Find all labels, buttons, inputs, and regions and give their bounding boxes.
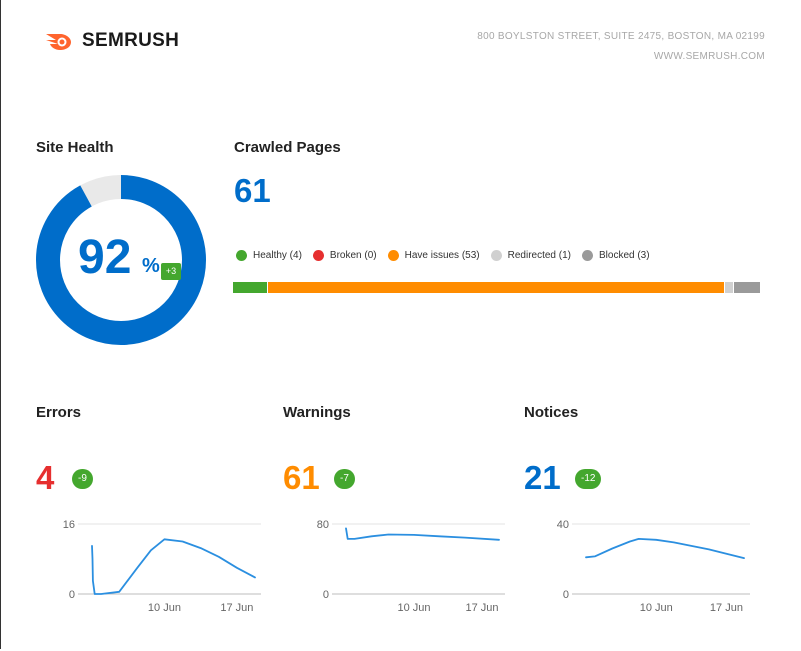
crawled-pages-count[interactable]: 61 bbox=[234, 172, 271, 209]
bar-segment-0[interactable] bbox=[233, 282, 269, 293]
bar-segment-2[interactable] bbox=[268, 282, 725, 293]
notices-title: Notices bbox=[524, 404, 579, 421]
legend-dot-icon bbox=[236, 250, 247, 261]
site-health-value: 92 bbox=[78, 231, 132, 284]
errors-value[interactable]: 4 bbox=[36, 459, 55, 496]
legend-dot-icon bbox=[312, 250, 324, 261]
semrush-flame-icon bbox=[46, 34, 71, 50]
bar-segment-3[interactable] bbox=[724, 282, 735, 293]
brand-name: SEMRUSH bbox=[82, 30, 180, 51]
series-line bbox=[585, 538, 745, 559]
legend-item-3[interactable]: Redirected (1) bbox=[490, 250, 571, 261]
crawled-pages-legend: Healthy (4) Broken (0) Have issues (53) Red… bbox=[236, 250, 661, 261]
crawled-pages-bar bbox=[233, 282, 761, 293]
crawled-pages-title: Crawled Pages bbox=[234, 139, 341, 156]
x-tick-label: 10 Jun bbox=[148, 602, 181, 614]
y-tick-label: 0 bbox=[563, 589, 569, 601]
legend-dot-icon bbox=[387, 250, 399, 261]
site-health-donut bbox=[36, 175, 206, 345]
errors-chart: 16 0 10 Jun 17 Jun bbox=[63, 519, 261, 614]
company-address: 800 BOYLSTON STREET, SUITE 2475, BOSTON,… bbox=[477, 27, 765, 67]
site-health-delta-badge: +3 bbox=[161, 263, 181, 280]
x-tick-label: 17 Jun bbox=[465, 602, 498, 614]
y-tick-label: 16 bbox=[63, 519, 75, 531]
series-line bbox=[345, 527, 500, 541]
errors-title: Errors bbox=[36, 404, 82, 421]
legend-label: Broken (0) bbox=[329, 250, 377, 261]
semrush-logo[interactable]: SEMRUSH bbox=[44, 30, 179, 52]
legend-label: Have issues (53) bbox=[404, 250, 480, 261]
legend-dot-icon bbox=[581, 250, 593, 261]
notices-delta-badge: -12 bbox=[575, 469, 602, 489]
y-tick-label: 40 bbox=[557, 519, 569, 531]
warnings-title: Warnings bbox=[283, 404, 351, 421]
series-line bbox=[91, 538, 256, 595]
legend-item-1[interactable]: Broken (0) bbox=[312, 250, 377, 261]
x-tick-label: 10 Jun bbox=[640, 602, 673, 614]
legend-dot-icon bbox=[490, 250, 502, 261]
address-website: WWW.SEMRUSH.COM bbox=[653, 51, 765, 62]
x-tick-label: 10 Jun bbox=[397, 602, 430, 614]
warnings-delta-badge: -7 bbox=[334, 469, 355, 489]
errors-delta-badge: -9 bbox=[72, 469, 93, 489]
warnings-chart: 80 0 10 Jun 17 Jun bbox=[317, 519, 505, 614]
legend-item-4[interactable]: Blocked (3) bbox=[581, 250, 650, 261]
legend-label: Redirected (1) bbox=[507, 250, 571, 261]
legend-item-2[interactable]: Have issues (53) bbox=[387, 250, 480, 261]
notices-chart: 40 0 10 Jun 17 Jun bbox=[557, 519, 750, 614]
warnings-value[interactable]: 61 bbox=[283, 459, 320, 496]
site-health-title: Site Health bbox=[36, 139, 114, 156]
y-tick-label: 0 bbox=[69, 589, 75, 601]
legend-label: Blocked (3) bbox=[598, 250, 650, 261]
site-health-unit: % bbox=[142, 255, 160, 277]
x-tick-label: 17 Jun bbox=[220, 602, 253, 614]
y-tick-label: 80 bbox=[317, 519, 329, 531]
notices-value[interactable]: 21 bbox=[524, 459, 561, 496]
x-tick-label: 17 Jun bbox=[710, 602, 743, 614]
address-street: 800 BOYLSTON STREET, SUITE 2475, BOSTON,… bbox=[477, 31, 765, 42]
legend-label: Healthy (4) bbox=[253, 250, 302, 261]
y-tick-label: 0 bbox=[323, 589, 329, 601]
bar-segment-4[interactable] bbox=[734, 282, 761, 293]
legend-item-0[interactable]: Healthy (4) bbox=[236, 250, 302, 261]
donut-fill bbox=[36, 175, 206, 345]
